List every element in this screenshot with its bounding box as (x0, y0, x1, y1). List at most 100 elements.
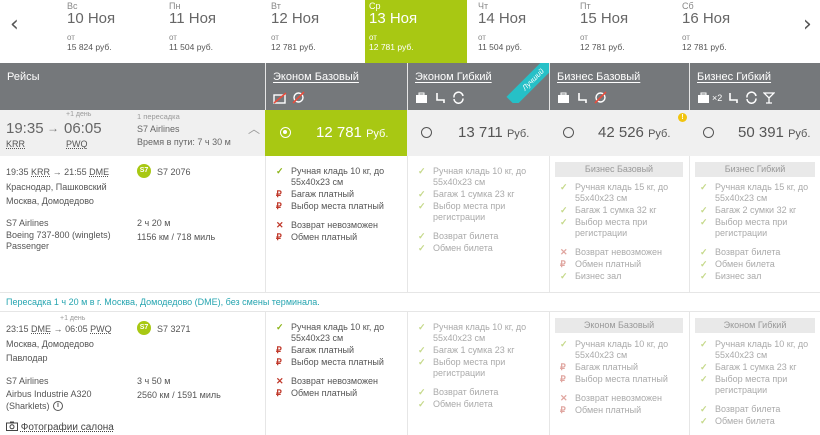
dep-city: Москва, Домодедово (6, 339, 94, 349)
fare-feature: ₽ Обмен платный (560, 405, 685, 416)
check-icon: ✓ (418, 166, 426, 176)
check-icon: ✓ (560, 271, 568, 281)
chevron-up-icon[interactable]: ︿ (248, 122, 261, 136)
cabin-photos-label[interactable]: Фотографии салона (20, 422, 114, 433)
date-tab[interactable]: Пн 11 Ноя от 11 504 руб. (165, 0, 267, 63)
date: 10 Ноя (67, 10, 116, 27)
check-icon: ✓ (276, 166, 284, 176)
fare-feature: ✓ Ручная кладь 10 кг, до 55x40x23 см (418, 322, 543, 344)
dep-code[interactable]: KRR (6, 139, 26, 149)
fare-feature-label: Ручная кладь 10 кг, до 55x40x23 см (291, 322, 385, 343)
fare-feature: ✕ Возврат невозможен (560, 393, 685, 404)
fare-feature: ✓ Обмен билета (700, 416, 818, 427)
fare-feature: ✓ Ручная кладь 10 кг, до 55x40x23 см (276, 166, 401, 188)
fare-icons (273, 91, 305, 104)
fare-header-eco-flex[interactable]: Эконом Гибкий (408, 63, 549, 110)
fare-header-biz-basic[interactable]: Бизнес Базовый (550, 63, 689, 110)
best-badge-wrap: Лучший (500, 63, 549, 103)
baggage-icon (416, 92, 427, 103)
arr-time: 06:05 (64, 120, 102, 137)
fare-feature: ✓ Бизнес зал (700, 271, 818, 282)
date-tab[interactable]: Пт 15 Ноя от 12 781 руб. (576, 0, 678, 63)
fare-title[interactable]: Эконом Гибкий (415, 71, 492, 83)
flights-title: Рейсы (7, 71, 40, 83)
warning-icon[interactable]: ! (678, 113, 687, 122)
date-tab[interactable]: Сб 16 Ноя от 12 781 руб. (678, 0, 780, 63)
fare-header-biz-flex[interactable]: Бизнес Гибкий ×2 (690, 63, 820, 110)
fare-feature: ✓ Ручная кладь 10 кг, до 55x40x23 см (276, 322, 401, 344)
date-tab[interactable]: Чт 14 Ноя от 11 504 руб. (474, 0, 576, 63)
fare-feature-label: Багаж платный (575, 362, 639, 372)
ruble-icon: ₽ (276, 201, 282, 211)
fare-feature-label: Багаж 1 сумка 32 кг (575, 205, 657, 215)
price-value: 42 526 (598, 124, 644, 141)
fare-feature: ✓ Багаж 1 сумка 23 кг (418, 345, 543, 356)
aircraft: Boeing 737-800 (winglets) Passenger (6, 230, 111, 251)
segment-route: 19:35 KRR → 21:55 DME (6, 167, 110, 177)
fare-feature-label: Ручная кладь 15 кг, до 55x40x23 см (575, 182, 669, 203)
fare-feature-label: Обмен платный (575, 259, 642, 269)
date-tab-selected[interactable]: Ср 13 Ноя от 12 781 руб. (365, 0, 467, 63)
fare-feature: ✓ Возврат билета (700, 247, 818, 258)
from-label: от (67, 33, 75, 42)
ruble-icon: ₽ (276, 189, 282, 199)
segment-distance: 1156 км / 718 миль (137, 232, 216, 242)
seat-icon (578, 92, 587, 103)
seat-icon (436, 92, 445, 103)
segment-duration: 2 ч 20 м (137, 218, 171, 228)
fare-radio-biz-flex[interactable] (703, 127, 714, 138)
arr-code[interactable]: PWQ (66, 139, 88, 149)
info-icon[interactable]: i (53, 401, 63, 411)
fare-radio-eco-flex[interactable] (421, 127, 432, 138)
price-value: 50 391 (738, 124, 784, 141)
arr-city: Павлодар (6, 353, 48, 363)
fare-feature-label: Бизнес зал (575, 271, 622, 281)
check-icon: ✓ (700, 416, 708, 426)
fare-radio-eco-basic[interactable] (280, 127, 291, 138)
fare-feature-label: Выбор места при регистрации (575, 217, 648, 238)
fare-header-eco-basic[interactable]: Эконом Базовый (266, 63, 407, 110)
fare-feature-label: Выбор места платный (575, 374, 668, 384)
baggage-count: ×2 (712, 92, 723, 103)
date-tab[interactable]: Вс 10 Ноя от 15 824 руб. (63, 0, 165, 63)
date-tab[interactable]: Вт 12 Ноя от 12 781 руб. (267, 0, 369, 63)
weekday: Пн (169, 1, 181, 11)
fare-feature-label: Багаж 1 сумка 23 кг (433, 189, 515, 199)
fare-feature-label: Возврат невозможен (291, 220, 379, 230)
fare-feature: ✓ Багаж 1 сумка 23 кг (700, 362, 818, 373)
fare-title[interactable]: Бизнес Гибкий (697, 71, 772, 83)
fare-feature: ✓ Выбор места при регистрации (418, 357, 543, 379)
fare-title[interactable]: Бизнес Базовый (557, 71, 641, 83)
fare-feature-label: Бизнес зал (715, 271, 762, 281)
fare-feature: ✓ Багаж 1 сумка 23 кг (418, 189, 543, 200)
fare-feature-label: Ручная кладь 10 кг, до 55x40x23 см (433, 322, 527, 343)
chevron-left-icon[interactable]: ‹ (10, 12, 19, 37)
price-currency: Руб. (506, 128, 530, 140)
fare-feature-label: Возврат невозможен (575, 247, 663, 257)
fare-title[interactable]: Эконом Базовый (273, 71, 359, 83)
fare-feature: ✓ Выбор места при регистрации (560, 217, 685, 239)
chevron-right-icon[interactable]: › (803, 12, 812, 37)
price-biz-basic: 42 526 Руб. (598, 124, 670, 141)
flight-summary-row[interactable] (0, 110, 820, 156)
check-icon: ✓ (700, 217, 708, 227)
segment-airline: S7 Airlines (6, 218, 49, 228)
fare-feature-label: Ручная кладь 15 кг, до 55x40x23 см (715, 182, 809, 203)
price-value: 12 781 (316, 124, 362, 141)
exchange-icon (453, 91, 464, 104)
fare-feature-label: Обмен билета (433, 243, 493, 253)
arr-city: Москва, Домодедово (6, 196, 94, 206)
segment-distance: 2560 км / 1591 миль (137, 390, 221, 400)
ruble-icon: ₽ (560, 259, 566, 269)
date: 12 Ноя (271, 10, 320, 27)
price-currency: Руб. (648, 128, 671, 140)
check-icon: ✓ (276, 322, 284, 332)
fare-feature-label: Выбор места при регистрации (433, 357, 506, 378)
check-icon: ✓ (560, 339, 568, 349)
flight-number: S7 2076 (157, 167, 191, 177)
fare-radio-biz-basic[interactable] (563, 127, 574, 138)
total-duration: Время в пути: 7 ч 30 м (137, 137, 231, 147)
date: 14 Ноя (478, 10, 527, 27)
no-baggage-icon (273, 91, 287, 104)
cabin-photos-link[interactable]: Фотографии салона (6, 421, 114, 433)
